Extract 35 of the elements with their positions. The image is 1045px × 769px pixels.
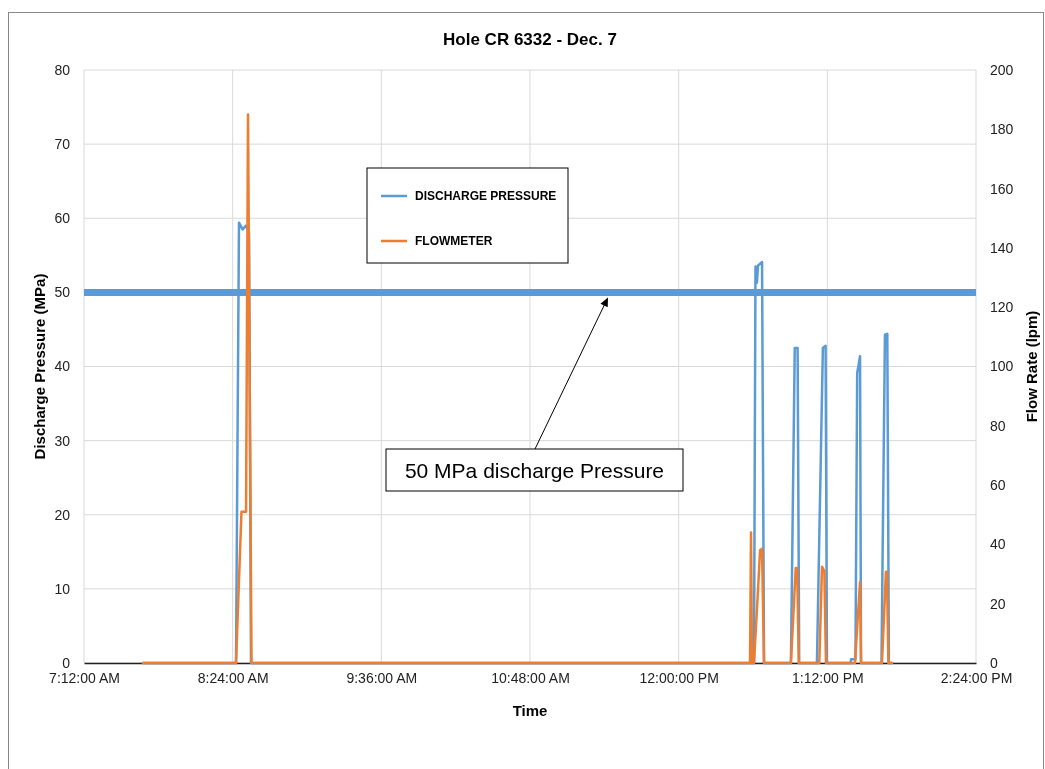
y-tick-label: 60	[54, 210, 71, 227]
y2-tick-label: 0	[990, 654, 998, 671]
y-tick-label: 10	[54, 580, 71, 597]
y-tick-label: 30	[54, 432, 71, 449]
legend-label: DISCHARGE PRESSURE	[415, 189, 557, 203]
y-tick-label: 70	[54, 136, 71, 153]
y-tick-label: 50	[54, 284, 71, 301]
chart-title: Hole CR 6332 - Dec. 7	[443, 30, 617, 49]
y2-tick-label: 100	[990, 358, 1014, 375]
line-series	[141, 113, 894, 665]
y2-tick-label: 40	[990, 536, 1006, 553]
x-tick-label: 2:24:00 PM	[940, 669, 1013, 686]
y2-tick-label: 120	[990, 299, 1014, 316]
y-axis-title: Discharge Pressure (MPa)	[31, 273, 48, 460]
y-tick-label: 40	[54, 358, 71, 375]
y-tick-label: 80	[54, 61, 71, 78]
y2-tick-label: 80	[990, 417, 1006, 434]
x-tick-label: 7:12:00 AM	[49, 669, 120, 686]
x-tick-label: 10:48:00 AM	[491, 669, 570, 686]
ref-line-label: 50 MPa discharge Pressure	[404, 459, 665, 482]
y-tick-label: 0	[62, 654, 71, 671]
y2-tick-label: 200	[990, 61, 1014, 78]
y2-axis-title: Flow Rate (lpm)	[1023, 310, 1040, 423]
legend-label: FLOWMETER	[415, 234, 493, 248]
y2-tick-label: 60	[990, 477, 1006, 494]
y2-tick-label: 160	[990, 180, 1014, 197]
y2-tick-label: 20	[990, 595, 1006, 612]
y2-tick-label: 180	[990, 121, 1014, 138]
x-axis-title: Time	[512, 702, 548, 719]
y-tick-label: 20	[54, 506, 71, 523]
y2-tick-label: 140	[990, 239, 1014, 256]
x-tick-label: 8:24:00 AM	[197, 669, 269, 686]
x-tick-label: 1:12:00 PM	[792, 669, 864, 686]
x-tick-label: 9:36:00 AM	[346, 669, 418, 686]
x-tick-label: 12:00:00 PM	[639, 669, 719, 686]
